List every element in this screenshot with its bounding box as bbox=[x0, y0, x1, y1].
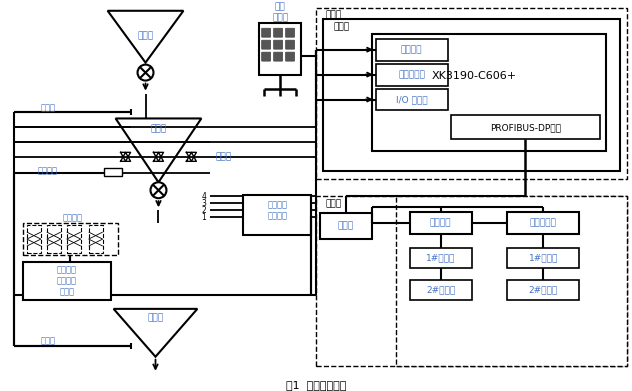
Bar bbox=[376, 88, 447, 111]
Text: 2#打印机: 2#打印机 bbox=[426, 285, 455, 294]
Text: 2: 2 bbox=[202, 206, 206, 215]
FancyBboxPatch shape bbox=[274, 52, 283, 61]
Text: 电磁阀组: 电磁阀组 bbox=[63, 213, 83, 222]
Bar bbox=[316, 8, 627, 179]
Bar bbox=[320, 213, 372, 239]
Bar bbox=[507, 212, 579, 234]
Bar bbox=[104, 168, 121, 176]
Polygon shape bbox=[116, 118, 202, 182]
Text: PROFIBUS-DP接口: PROFIBUS-DP接口 bbox=[490, 123, 561, 132]
Bar bbox=[67, 225, 81, 253]
FancyBboxPatch shape bbox=[286, 52, 295, 61]
FancyBboxPatch shape bbox=[274, 28, 283, 37]
Bar bbox=[451, 115, 600, 139]
FancyBboxPatch shape bbox=[286, 28, 295, 37]
Text: 操作端子: 操作端子 bbox=[401, 45, 422, 54]
Bar bbox=[410, 212, 471, 234]
Text: 2#触摸屏: 2#触摸屏 bbox=[529, 285, 558, 294]
Bar bbox=[88, 225, 102, 253]
Bar bbox=[47, 225, 61, 253]
Text: 主秤传感
器接线盒: 主秤传感 器接线盒 bbox=[267, 200, 287, 220]
Bar bbox=[376, 64, 447, 86]
Bar bbox=[396, 196, 627, 366]
Bar bbox=[507, 280, 579, 300]
Text: 上位机: 上位机 bbox=[338, 222, 354, 231]
Text: 1#触摸屏: 1#触摸屏 bbox=[528, 253, 558, 262]
Text: 传感器: 传感器 bbox=[216, 152, 231, 161]
Bar bbox=[372, 34, 606, 151]
Text: 主控室: 主控室 bbox=[326, 200, 342, 209]
Bar bbox=[316, 196, 627, 366]
Text: 低料位: 低料位 bbox=[40, 103, 56, 112]
Text: 现场
操作柱: 现场 操作柱 bbox=[272, 3, 288, 23]
Bar bbox=[410, 248, 471, 268]
FancyBboxPatch shape bbox=[262, 40, 270, 49]
Bar bbox=[323, 19, 620, 171]
Text: 储料斗: 储料斗 bbox=[137, 31, 154, 40]
Bar bbox=[410, 280, 471, 300]
Text: 4: 4 bbox=[202, 192, 206, 201]
Bar bbox=[376, 39, 447, 61]
Text: 传感器接口: 传感器接口 bbox=[398, 70, 425, 79]
Circle shape bbox=[150, 182, 166, 198]
Text: 输人检测
输出控制
接线盒: 输人检测 输出控制 接线盒 bbox=[57, 265, 76, 296]
Bar bbox=[23, 262, 111, 300]
FancyBboxPatch shape bbox=[262, 28, 270, 37]
Text: 1#打印机: 1#打印机 bbox=[426, 253, 455, 262]
Text: 1: 1 bbox=[202, 213, 206, 222]
Text: 备用计算机: 备用计算机 bbox=[530, 219, 557, 228]
Text: I/O 量端口: I/O 量端口 bbox=[396, 95, 427, 104]
Text: 称量斗: 称量斗 bbox=[150, 124, 167, 133]
FancyBboxPatch shape bbox=[262, 52, 270, 61]
Text: 3: 3 bbox=[202, 199, 206, 208]
Text: 控制室: 控制室 bbox=[326, 10, 342, 19]
FancyBboxPatch shape bbox=[274, 40, 283, 49]
Bar bbox=[259, 23, 301, 75]
Polygon shape bbox=[114, 309, 197, 357]
Text: XK3190-C606+: XK3190-C606+ bbox=[432, 71, 517, 81]
Bar bbox=[23, 223, 118, 255]
Text: 斗门检测: 斗门检测 bbox=[38, 167, 58, 176]
Polygon shape bbox=[107, 11, 183, 63]
Text: 高料位: 高料位 bbox=[40, 336, 56, 345]
Text: 控制柜: 控制柜 bbox=[334, 22, 350, 31]
Text: 图1  系统原理框图: 图1 系统原理框图 bbox=[286, 380, 346, 390]
Text: 主计算机: 主计算机 bbox=[430, 219, 451, 228]
FancyBboxPatch shape bbox=[286, 40, 295, 49]
Bar bbox=[27, 225, 41, 253]
Bar bbox=[507, 248, 579, 268]
Circle shape bbox=[138, 65, 154, 81]
Text: 卸料斗: 卸料斗 bbox=[147, 313, 164, 322]
Bar bbox=[243, 195, 311, 235]
